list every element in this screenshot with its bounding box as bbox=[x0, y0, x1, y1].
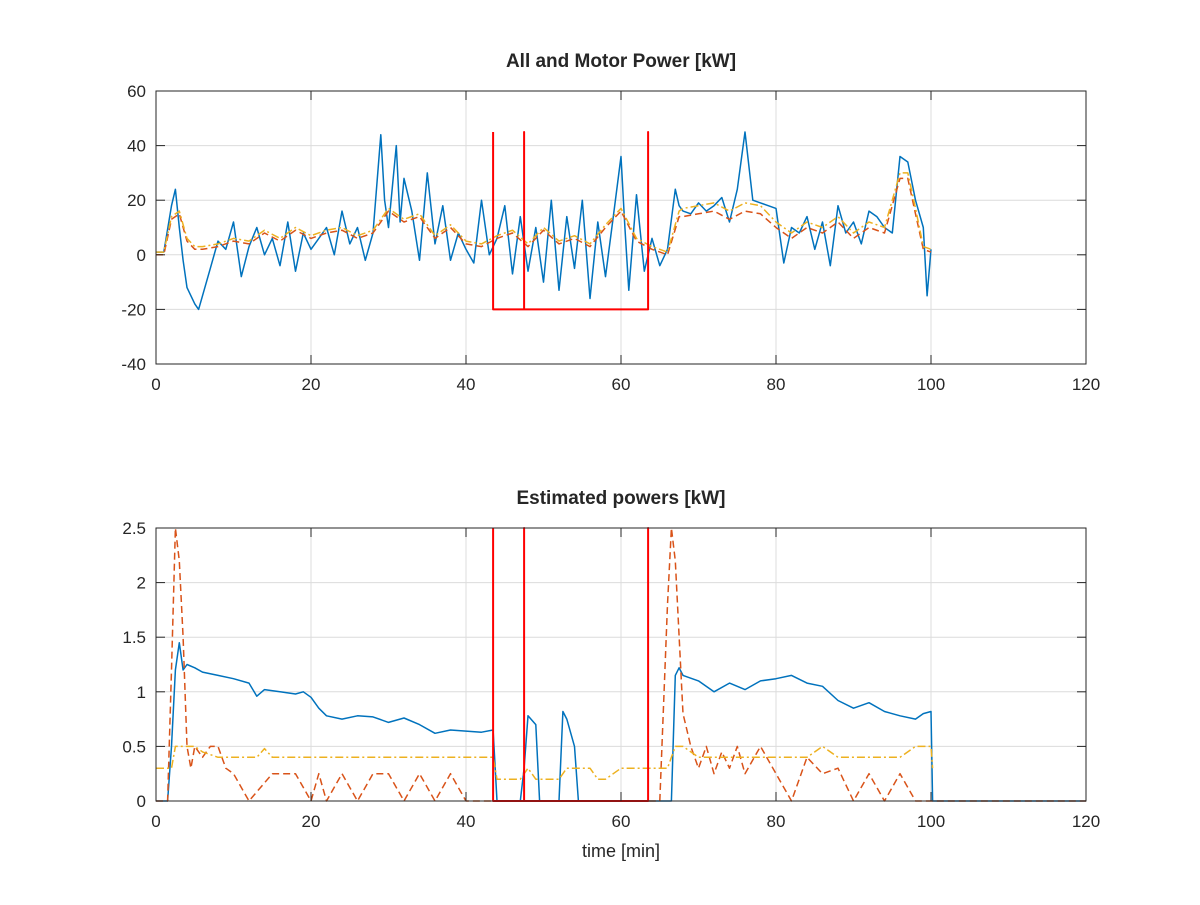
x-tick-label: 80 bbox=[767, 375, 786, 394]
y-tick-label: 1.5 bbox=[122, 628, 146, 647]
y-tick-label: -20 bbox=[121, 300, 146, 319]
x-tick-label: 100 bbox=[917, 375, 945, 394]
y-tick-label: 40 bbox=[127, 137, 146, 156]
x-tick-label: 120 bbox=[1072, 375, 1100, 394]
top-axes: 0 20 40 60 80 100 120 -40 -20 0 20 40 60 All and Moto… bbox=[121, 51, 1100, 394]
chart-title: All and Motor Power [kW] bbox=[506, 51, 736, 72]
x-tick-label: 80 bbox=[767, 812, 786, 831]
x-tick-label: 60 bbox=[612, 812, 631, 831]
series-line-3 bbox=[156, 172, 932, 253]
x-tick-label: 20 bbox=[302, 812, 321, 831]
x-tick-label: 60 bbox=[612, 375, 631, 394]
x-tick-label: 0 bbox=[151, 375, 160, 394]
y-tick-label: 60 bbox=[127, 82, 146, 101]
chart-title: Estimated powers [kW] bbox=[516, 488, 725, 509]
y-tick-label: 2.5 bbox=[122, 519, 146, 538]
series-line-4 bbox=[492, 131, 650, 311]
y-tick-label: -40 bbox=[121, 355, 146, 374]
y-tick-label: 20 bbox=[127, 191, 146, 210]
series-line-2 bbox=[156, 177, 932, 256]
y-tick-label: 0.5 bbox=[122, 737, 146, 756]
x-tick-label: 40 bbox=[457, 812, 476, 831]
y-tick-label: 2 bbox=[137, 574, 146, 593]
x-tick-label: 40 bbox=[457, 375, 476, 394]
x-axis-label: time [min] bbox=[582, 841, 660, 861]
series-line-1 bbox=[156, 131, 932, 311]
y-tick-label: 0 bbox=[137, 792, 146, 811]
x-tick-label: 120 bbox=[1072, 812, 1100, 831]
x-tick-label: 0 bbox=[151, 812, 160, 831]
series-line-3 bbox=[156, 745, 934, 780]
y-tick-label: 1 bbox=[137, 683, 146, 702]
bottom-axes: 0 20 40 60 80 100 120 0 0.5 1 1.5 2 2.5 Estimated pow… bbox=[122, 488, 1100, 861]
series-line-1 bbox=[156, 641, 1086, 802]
x-tick-label: 100 bbox=[917, 812, 945, 831]
x-tick-label: 20 bbox=[302, 375, 321, 394]
y-tick-label: 0 bbox=[137, 246, 146, 265]
